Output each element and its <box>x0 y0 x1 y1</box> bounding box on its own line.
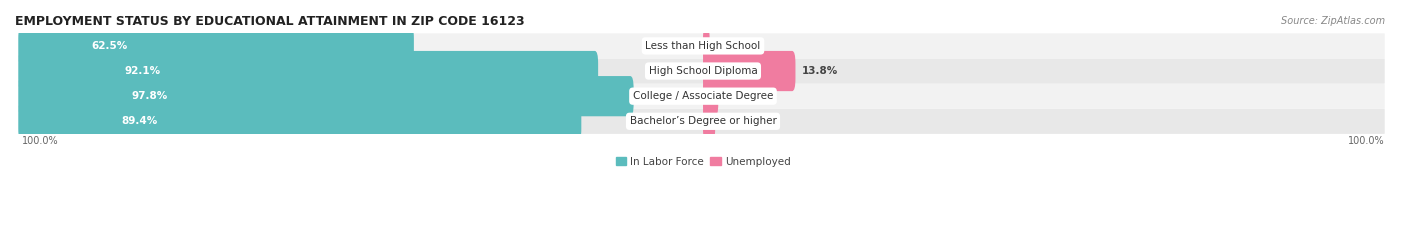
Text: 97.8%: 97.8% <box>131 91 167 101</box>
Text: 92.1%: 92.1% <box>125 66 160 76</box>
FancyBboxPatch shape <box>703 76 718 116</box>
Text: Bachelor’s Degree or higher: Bachelor’s Degree or higher <box>630 116 776 126</box>
Text: Source: ZipAtlas.com: Source: ZipAtlas.com <box>1281 16 1385 26</box>
Text: EMPLOYMENT STATUS BY EDUCATIONAL ATTAINMENT IN ZIP CODE 16123: EMPLOYMENT STATUS BY EDUCATIONAL ATTAINM… <box>15 15 524 28</box>
FancyBboxPatch shape <box>703 101 716 141</box>
Text: 62.5%: 62.5% <box>91 41 128 51</box>
Text: 0.0%: 0.0% <box>716 41 745 51</box>
Text: 100.0%: 100.0% <box>21 136 58 146</box>
Legend: In Labor Force, Unemployed: In Labor Force, Unemployed <box>612 153 794 171</box>
Text: 1.4%: 1.4% <box>725 91 754 101</box>
FancyBboxPatch shape <box>21 33 1385 58</box>
Text: 89.4%: 89.4% <box>122 116 157 126</box>
Text: 100.0%: 100.0% <box>1348 136 1385 146</box>
FancyBboxPatch shape <box>703 51 796 91</box>
FancyBboxPatch shape <box>21 109 1385 134</box>
FancyBboxPatch shape <box>18 76 634 116</box>
Text: 13.8%: 13.8% <box>801 66 838 76</box>
FancyBboxPatch shape <box>703 26 710 66</box>
Text: College / Associate Degree: College / Associate Degree <box>633 91 773 101</box>
Text: Less than High School: Less than High School <box>645 41 761 51</box>
Text: 0.9%: 0.9% <box>721 116 751 126</box>
Text: High School Diploma: High School Diploma <box>648 66 758 76</box>
FancyBboxPatch shape <box>18 101 581 141</box>
FancyBboxPatch shape <box>18 26 413 66</box>
FancyBboxPatch shape <box>21 84 1385 109</box>
FancyBboxPatch shape <box>21 58 1385 84</box>
FancyBboxPatch shape <box>18 51 598 91</box>
